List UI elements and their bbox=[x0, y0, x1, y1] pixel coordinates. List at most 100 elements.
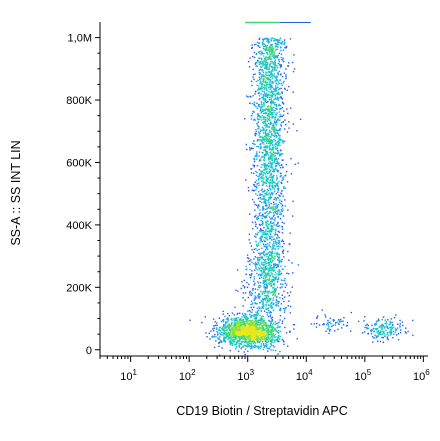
event-dot bbox=[316, 316, 318, 319]
event-dot bbox=[263, 201, 265, 203]
event-dot bbox=[271, 155, 273, 157]
event-dot bbox=[265, 339, 267, 341]
event-dot bbox=[261, 170, 264, 172]
event-dot bbox=[225, 334, 227, 336]
event-dot bbox=[285, 307, 287, 309]
event-dot bbox=[264, 57, 267, 59]
event-dot bbox=[240, 327, 242, 329]
event-dot bbox=[277, 302, 279, 305]
event-dot bbox=[240, 348, 242, 350]
event-dot bbox=[284, 187, 286, 189]
event-dot bbox=[272, 126, 274, 129]
event-dot bbox=[260, 87, 262, 89]
event-dot bbox=[255, 240, 257, 243]
event-dot bbox=[271, 149, 273, 151]
event-dot bbox=[275, 49, 277, 51]
event-dot bbox=[244, 323, 247, 325]
event-dot bbox=[390, 328, 392, 330]
event-dot bbox=[253, 324, 255, 326]
event-dot bbox=[262, 277, 264, 279]
event-dot bbox=[328, 322, 330, 324]
event-dot bbox=[262, 298, 264, 300]
event-dot bbox=[261, 306, 264, 308]
event-dot bbox=[272, 53, 275, 56]
event-dot bbox=[233, 333, 235, 335]
event-dot bbox=[262, 258, 265, 261]
event-dot bbox=[275, 146, 277, 148]
event-dot bbox=[264, 215, 266, 218]
event-dot bbox=[270, 281, 272, 283]
event-dot bbox=[272, 169, 275, 171]
event-dot bbox=[266, 179, 269, 181]
event-dot bbox=[268, 49, 271, 51]
event-dot bbox=[270, 163, 273, 165]
event-dot bbox=[395, 314, 397, 316]
event-dot bbox=[266, 239, 269, 241]
event-dot bbox=[272, 82, 274, 84]
event-dot bbox=[246, 322, 248, 325]
event-dot bbox=[248, 327, 251, 329]
event-dot bbox=[343, 317, 345, 319]
event-dot bbox=[266, 126, 269, 128]
event-dot bbox=[276, 184, 279, 186]
event-dot bbox=[276, 57, 278, 59]
event-dot bbox=[275, 43, 278, 45]
event-dot bbox=[263, 279, 266, 281]
event-dot bbox=[407, 330, 409, 333]
event-dot bbox=[279, 243, 281, 245]
event-dot bbox=[260, 107, 262, 109]
event-dot bbox=[256, 44, 259, 47]
event-dot bbox=[264, 94, 266, 96]
event-dot bbox=[263, 181, 266, 183]
event-dot bbox=[266, 185, 268, 187]
event-dot bbox=[265, 223, 268, 225]
event-dot bbox=[268, 203, 270, 206]
event-dot bbox=[285, 76, 287, 78]
event-dot bbox=[228, 332, 230, 334]
event-dot bbox=[250, 343, 253, 345]
event-dot bbox=[259, 239, 262, 242]
event-dot bbox=[263, 202, 266, 204]
event-dot bbox=[255, 223, 257, 225]
event-dot bbox=[280, 279, 283, 281]
event-dot bbox=[248, 260, 251, 262]
event-dot bbox=[277, 353, 279, 355]
event-dot bbox=[278, 272, 280, 275]
event-dot bbox=[258, 248, 260, 250]
event-dot bbox=[266, 68, 268, 70]
event-dot bbox=[264, 99, 267, 101]
event-dot bbox=[262, 181, 264, 183]
event-dot bbox=[340, 318, 342, 321]
event-dot bbox=[252, 164, 254, 166]
event-dot bbox=[273, 138, 275, 140]
event-dot bbox=[272, 245, 274, 248]
event-dot bbox=[257, 258, 259, 260]
event-dot bbox=[391, 321, 393, 324]
event-dot bbox=[252, 73, 255, 76]
event-dot bbox=[255, 320, 257, 322]
event-dot bbox=[249, 95, 251, 98]
event-dot bbox=[271, 327, 273, 329]
event-dot bbox=[273, 159, 276, 161]
event-dot bbox=[280, 64, 282, 66]
event-dot bbox=[256, 107, 258, 110]
event-dot bbox=[270, 86, 272, 88]
event-dot bbox=[282, 177, 284, 179]
event-dot bbox=[260, 343, 262, 345]
event-dot bbox=[264, 232, 267, 234]
event-dot bbox=[258, 274, 260, 277]
event-dot bbox=[269, 315, 272, 317]
event-dot bbox=[260, 235, 262, 237]
event-dot bbox=[260, 238, 263, 241]
event-dot bbox=[267, 258, 270, 260]
event-dot bbox=[272, 161, 274, 163]
event-dot bbox=[258, 341, 260, 344]
event-dot bbox=[233, 341, 235, 343]
event-dot bbox=[267, 40, 270, 43]
event-dot bbox=[265, 328, 267, 330]
event-dot bbox=[263, 231, 266, 233]
event-dot bbox=[264, 131, 267, 134]
event-dot bbox=[240, 324, 242, 327]
event-dot bbox=[254, 203, 256, 206]
event-dot bbox=[381, 318, 383, 321]
